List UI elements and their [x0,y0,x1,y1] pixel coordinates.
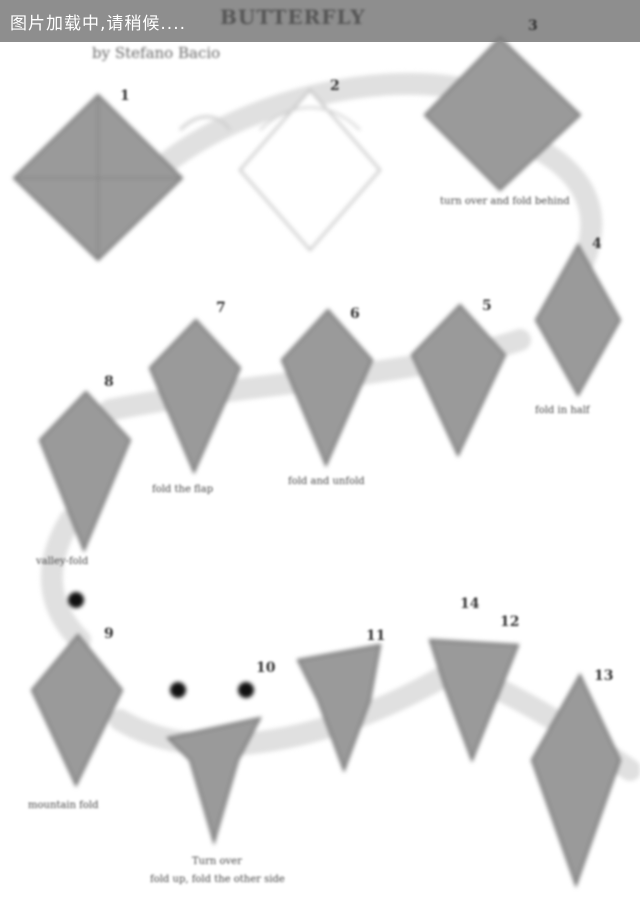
step-caption: fold up, fold the other side [150,874,285,885]
pinch-marks [68,592,254,698]
step-number: 11 [366,628,386,644]
step-caption: fold the flap [152,484,214,495]
step-caption: Turn over [192,856,242,867]
step-6-shape [280,308,374,468]
step-caption: fold and unfold [288,476,365,487]
step-7-shape [148,318,242,475]
step-10-shape [165,716,262,846]
doc-subtitle: by Stefano Bacio [92,44,221,62]
step-number: 3 [528,18,538,34]
row-2-shapes [38,242,622,553]
step-4-shape [534,242,622,398]
loading-bar: 图片加载中,请稍候.... [0,0,640,42]
step-3-shape [423,36,582,192]
step-5-shape [410,303,507,458]
loading-text: 图片加载中,请稍候.... [10,14,187,34]
step-number: 5 [482,298,492,314]
step-caption: turn over and fold behind [440,196,570,207]
step-number: 1 [120,88,130,104]
step-number: 9 [104,626,114,642]
step-number: 12 [500,614,520,630]
step-number: 14 [460,596,480,612]
step-1-shape [12,93,184,262]
step-number: 13 [594,668,614,684]
step-13-shape [530,672,622,889]
flow-arrow-turn2 [40,509,91,651]
step-number: 2 [330,78,340,94]
step-12-shape [428,638,520,763]
step-11-shape [296,643,382,773]
step-number: 4 [592,236,602,252]
step-number: 6 [350,306,360,322]
step-8-shape [38,390,132,553]
step-number: 10 [256,660,276,676]
doc-title: BUTTERFLY [220,5,366,29]
step-9-shape [30,633,124,788]
flow-arrow-row1 [159,72,481,171]
step-number: 8 [104,374,114,390]
flow-arrow-row3 [109,649,481,756]
step-number: 7 [216,300,226,316]
step-caption: mountain fold [28,800,99,811]
step-caption: fold in half [535,405,590,416]
step-caption: valley-fold [36,556,89,567]
row-3-shapes [30,633,622,889]
step-2-shape [178,88,382,252]
